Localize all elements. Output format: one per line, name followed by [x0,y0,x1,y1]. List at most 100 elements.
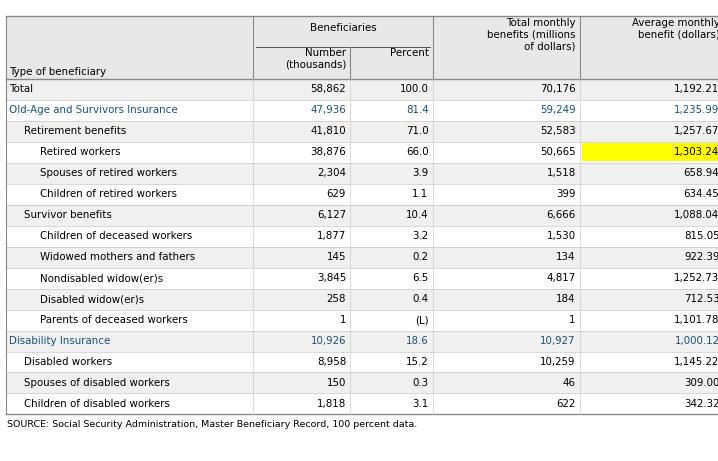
Text: 71.0: 71.0 [406,126,429,136]
Text: 1: 1 [569,315,576,325]
Text: 634.45: 634.45 [684,189,718,199]
Text: Beneficiaries: Beneficiaries [310,23,376,33]
Bar [6,394,718,414]
Text: 0.3: 0.3 [413,378,429,388]
Text: 3.2: 3.2 [413,231,429,241]
Text: 10.4: 10.4 [406,210,429,220]
Text: Children of deceased workers: Children of deceased workers [40,231,192,241]
Text: Total: Total [9,84,32,95]
Text: (L): (L) [415,315,429,325]
Text: 10,926: 10,926 [311,336,346,346]
Text: 1,088.04: 1,088.04 [674,210,718,220]
Text: 184: 184 [556,294,576,304]
Text: 47,936: 47,936 [310,105,346,115]
Bar [6,310,718,331]
Text: 46: 46 [563,378,576,388]
Text: 1,235.99: 1,235.99 [674,105,718,115]
Text: 1,145.22: 1,145.22 [674,357,718,367]
Text: 1,530: 1,530 [546,231,576,241]
Text: 1: 1 [340,315,346,325]
Text: 1,192.21: 1,192.21 [674,84,718,95]
Text: Disabled workers: Disabled workers [24,357,113,367]
Text: 3.9: 3.9 [412,168,429,178]
Text: 309.00: 309.00 [684,378,718,388]
Bar [6,100,718,121]
Bar [6,79,718,100]
Text: Type of beneficiary: Type of beneficiary [9,67,106,77]
Text: 52,583: 52,583 [540,126,576,136]
Bar [6,142,718,163]
Bar [6,372,718,394]
Bar [6,289,718,310]
Text: 258: 258 [327,294,346,304]
Bar [6,183,718,205]
Text: 38,876: 38,876 [310,147,346,157]
Bar [6,121,718,142]
Text: 1,000.12: 1,000.12 [674,336,718,346]
Text: 1,877: 1,877 [317,231,346,241]
Text: Number
(thousands): Number (thousands) [285,48,346,70]
Text: 4,817: 4,817 [546,273,576,283]
Bar [6,247,718,267]
Text: 1,101.78: 1,101.78 [674,315,718,325]
Text: 6,666: 6,666 [546,210,576,220]
Text: 3,845: 3,845 [317,273,346,283]
Text: 2,304: 2,304 [317,168,346,178]
Text: Average monthly
benefit (dollars): Average monthly benefit (dollars) [632,18,718,40]
Text: 15.2: 15.2 [406,357,429,367]
Text: Disabled widow(er)s: Disabled widow(er)s [40,294,144,304]
Bar [6,226,718,247]
Text: 10,927: 10,927 [541,336,576,346]
Text: Total monthly
benefits (millions
of dollars): Total monthly benefits (millions of doll… [488,18,576,51]
Text: 342.32: 342.32 [684,399,718,409]
Text: 3.1: 3.1 [412,399,429,409]
Text: 70,176: 70,176 [540,84,576,95]
Text: Children of retired workers: Children of retired workers [40,189,177,199]
Text: Percent: Percent [390,48,429,58]
Text: 6,127: 6,127 [317,210,346,220]
Text: 399: 399 [556,189,576,199]
Text: Survivor benefits: Survivor benefits [24,210,112,220]
Text: 0.2: 0.2 [413,252,429,262]
Text: 41,810: 41,810 [310,126,346,136]
Text: Old-Age and Survivors Insurance: Old-Age and Survivors Insurance [9,105,177,115]
Text: 1,518: 1,518 [546,168,576,178]
Text: 66.0: 66.0 [406,147,429,157]
Text: Disability Insurance: Disability Insurance [9,336,110,346]
Text: 1.1: 1.1 [412,189,429,199]
Text: 622: 622 [556,399,576,409]
Bar [6,163,718,183]
Text: 1,818: 1,818 [317,399,346,409]
Bar [6,331,718,352]
Text: 18.6: 18.6 [406,336,429,346]
Bar [6,205,718,226]
Text: 6.5: 6.5 [412,273,429,283]
Text: Nondisabled widow(er)s: Nondisabled widow(er)s [40,273,163,283]
Text: Retired workers: Retired workers [40,147,121,157]
Text: 81.4: 81.4 [406,105,429,115]
Text: 815.05: 815.05 [684,231,718,241]
Text: 1,252.73: 1,252.73 [674,273,718,283]
Text: Retirement benefits: Retirement benefits [24,126,126,136]
Text: Widowed mothers and fathers: Widowed mothers and fathers [40,252,195,262]
Text: 0.4: 0.4 [413,294,429,304]
Text: SOURCE: Social Security Administration, Master Beneficiary Record, 100 percent d: SOURCE: Social Security Administration, … [7,420,417,429]
Text: 58,862: 58,862 [310,84,346,95]
Text: 712.53: 712.53 [684,294,718,304]
Text: 1,257.67: 1,257.67 [674,126,718,136]
Text: Spouses of disabled workers: Spouses of disabled workers [24,378,170,388]
Text: 1,303.24: 1,303.24 [674,147,718,157]
Text: 658.94: 658.94 [684,168,718,178]
Text: 100.0: 100.0 [400,84,429,95]
Text: Parents of deceased workers: Parents of deceased workers [40,315,188,325]
Bar [6,352,718,372]
Text: 10,259: 10,259 [541,357,576,367]
Text: 134: 134 [556,252,576,262]
Text: Spouses of retired workers: Spouses of retired workers [40,168,177,178]
Text: 59,249: 59,249 [540,105,576,115]
Text: 922.39: 922.39 [684,252,718,262]
Text: 150: 150 [327,378,346,388]
Text: 145: 145 [327,252,346,262]
Bar [6,267,718,289]
Text: 50,665: 50,665 [540,147,576,157]
